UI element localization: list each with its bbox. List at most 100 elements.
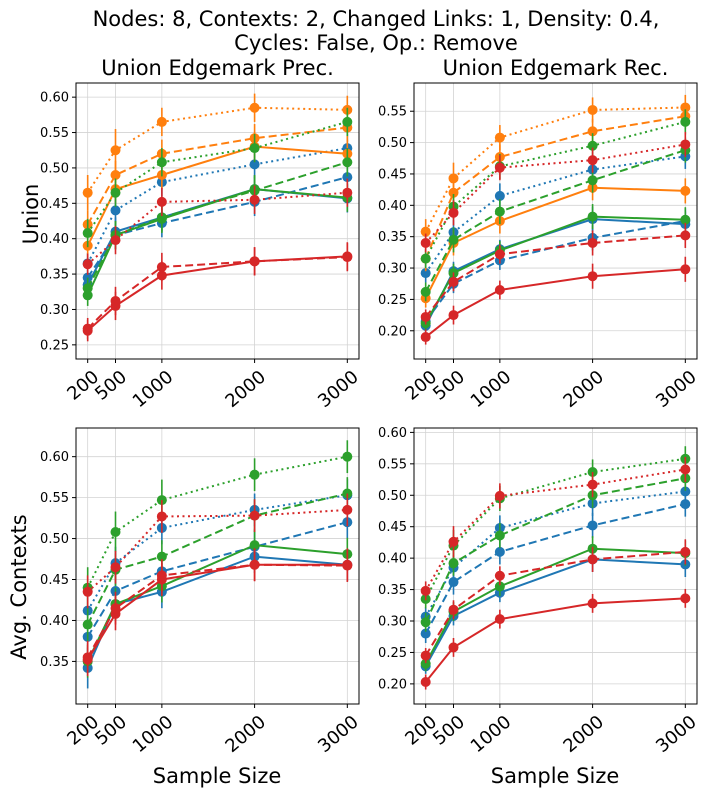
data-point (82, 652, 93, 663)
data-point (249, 469, 260, 480)
data-point (587, 598, 598, 609)
data-point (680, 593, 691, 604)
data-point (587, 126, 598, 137)
data-point (420, 585, 431, 596)
data-point (110, 235, 121, 246)
data-point (494, 570, 505, 581)
data-point (448, 536, 459, 547)
data-point (342, 187, 353, 198)
data-point (156, 551, 167, 562)
y-tick-label: 0.40 (378, 199, 407, 214)
data-point (110, 170, 121, 180)
y-tick-label: 0.55 (378, 105, 407, 120)
data-point (494, 581, 505, 592)
data-point (156, 262, 167, 272)
data-point (110, 562, 121, 573)
data-point (342, 560, 353, 571)
y-tick-label: 0.25 (378, 646, 407, 661)
data-point (494, 206, 505, 217)
data-point (420, 253, 431, 264)
data-point (587, 211, 598, 222)
axes-frame (413, 427, 698, 705)
data-point (587, 175, 598, 186)
series-line (424, 115, 686, 260)
data-point (420, 286, 431, 297)
panel-title: Union Edgemark Prec. (101, 56, 334, 80)
data-point (156, 570, 167, 581)
data-point (448, 276, 459, 287)
data-point (249, 143, 260, 154)
data-point (249, 256, 260, 267)
figure-suptitle-line1: Nodes: 8, Contexts: 2, Changed Links: 1,… (93, 7, 660, 31)
data-point (680, 185, 691, 196)
data-point (249, 510, 260, 521)
y-tick-label: 0.45 (40, 573, 69, 588)
data-point (448, 173, 459, 184)
y-tick-label: 0.50 (378, 136, 407, 151)
y-tick-label: 0.40 (378, 552, 407, 567)
series-line (87, 191, 348, 265)
data-point (82, 259, 93, 270)
data-point (420, 650, 431, 661)
data-point (249, 102, 260, 113)
data-point (249, 194, 260, 205)
series-orange-dotted (82, 93, 353, 211)
data-point (342, 451, 353, 462)
figure-suptitle-line2: Cycles: False, Op.: Remove (234, 31, 518, 55)
data-point (156, 511, 167, 522)
y-tick-label: 0.40 (40, 614, 69, 629)
data-point (156, 196, 167, 207)
data-point (680, 486, 691, 497)
data-point (680, 546, 691, 557)
series-red-dashed (82, 242, 353, 340)
data-point (342, 157, 353, 168)
y-tick-label: 0.20 (378, 677, 407, 692)
data-point (448, 642, 459, 653)
data-point (587, 237, 598, 248)
y-tick-label: 0.60 (378, 426, 407, 441)
series-green-dashed (420, 137, 691, 302)
row-label-union: Union (19, 184, 43, 245)
data-point (680, 102, 691, 113)
data-point (249, 159, 260, 170)
data-point (587, 155, 598, 166)
data-point (587, 520, 598, 531)
y-tick-label: 0.35 (40, 268, 69, 283)
data-point (82, 187, 93, 198)
y-tick-label: 0.45 (378, 520, 407, 535)
series-red-dotted (420, 131, 691, 253)
data-point (448, 234, 459, 245)
data-point (110, 603, 121, 614)
data-point (680, 214, 691, 225)
series-red-solid (420, 588, 691, 690)
y-tick-label: 0.30 (40, 303, 69, 318)
axes-frame (413, 82, 698, 360)
data-point (82, 586, 93, 597)
y-tick-label: 0.35 (378, 583, 407, 598)
row-label-avg-contexts: Avg. Contexts (7, 514, 31, 659)
y-tick-label: 0.25 (40, 338, 69, 353)
y-tick-label: 0.55 (40, 491, 69, 506)
data-point (448, 577, 459, 588)
y-tick-label: 0.60 (40, 450, 69, 465)
data-point (448, 207, 459, 218)
data-point (420, 311, 431, 322)
data-point (587, 271, 598, 282)
series-blue-dashed (420, 491, 691, 644)
y-tick-label: 0.25 (378, 293, 407, 308)
data-point (680, 116, 691, 127)
y-tick-label: 0.55 (378, 457, 407, 472)
data-point (82, 323, 93, 334)
chart-panel-2: 0.200.250.300.350.400.450.500.5520050010… (378, 56, 701, 412)
series-red-solid (420, 256, 691, 345)
data-point (680, 264, 691, 275)
data-point (680, 230, 691, 241)
data-point (156, 116, 167, 127)
series-line (424, 120, 686, 260)
data-point (110, 295, 121, 306)
data-point (494, 490, 505, 501)
y-tick-label: 0.45 (378, 167, 407, 182)
data-point (448, 558, 459, 569)
